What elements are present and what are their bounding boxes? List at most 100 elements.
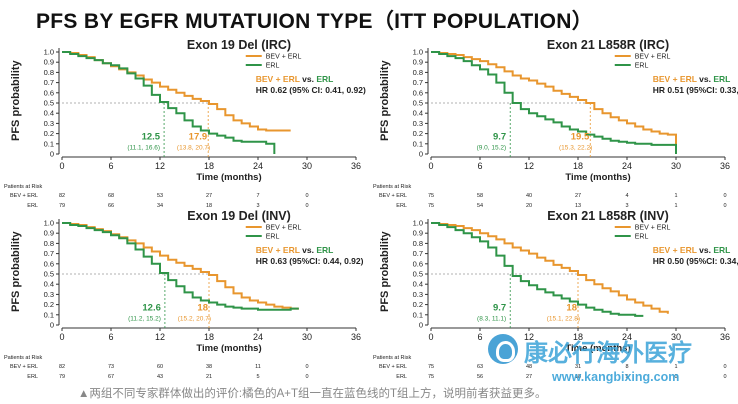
y-tick-label: 0.7 <box>413 78 423 87</box>
legend-label: BEV + ERL <box>635 225 671 232</box>
y-tick-label: 0.5 <box>44 270 54 279</box>
median-erl-value: 12.5 <box>142 132 161 143</box>
x-tick-label: 12 <box>155 332 165 342</box>
risk-value: 79 <box>59 203 65 209</box>
x-tick-label: 12 <box>155 161 165 171</box>
bev-erl-curve <box>431 222 669 314</box>
y-tick-label: 0 <box>419 150 423 159</box>
median-bev-value: 18 <box>566 303 577 314</box>
x-tick-label: 30 <box>302 161 312 171</box>
x-tick-label: 24 <box>253 332 263 342</box>
risk-value: 75 <box>428 203 434 209</box>
y-tick-label: 0.3 <box>413 290 423 299</box>
watermark-url: www.kangbixing.com <box>552 370 680 384</box>
y-tick-label: 1.0 <box>44 48 54 57</box>
risk-value: 75 <box>428 374 434 380</box>
risk-value: 27 <box>575 193 581 199</box>
risk-value: 20 <box>526 203 532 209</box>
km-chart-svg: 00.10.20.30.40.50.60.70.80.91.00 6 12 18 24 3… <box>373 48 730 210</box>
x-tick-label: 6 <box>108 161 113 171</box>
y-tick-label: 0.1 <box>44 139 54 148</box>
y-tick-label: 0.4 <box>44 109 54 118</box>
risk-value: 7 <box>256 193 259 199</box>
hazard-ratio: HR 0.63 (95%CI: 0.44, 0.92) <box>255 256 364 266</box>
y-tick-label: 0.2 <box>44 129 54 138</box>
risk-value: 0 <box>723 374 726 380</box>
y-tick-label: 0.3 <box>44 290 54 299</box>
y-tick-label: 1.0 <box>413 219 423 228</box>
panel-title: Exon 21 L858R (IRC) <box>546 38 670 52</box>
x-axis-label: Time (months) <box>196 172 261 183</box>
watermark-logo-icon <box>488 334 518 364</box>
x-axis-label: Time (months) <box>196 343 261 354</box>
x-tick-label: 18 <box>573 161 583 171</box>
risk-value: 75 <box>428 193 434 199</box>
erl-curve <box>431 222 644 317</box>
hazard-ratio: HR 0.50 (95%CI: 0.34, 0.74) <box>652 256 738 266</box>
risk-value: 67 <box>108 374 114 380</box>
panel-title: Exon 21 L858R (INV) <box>547 209 669 223</box>
median-erl-value: 12.6 <box>142 303 161 314</box>
risk-value: 0 <box>723 203 726 209</box>
comparison-label: BEV + ERL vs. ERL <box>652 245 731 255</box>
x-tick-label: 30 <box>302 332 312 342</box>
risk-row-label: ERL <box>396 374 407 380</box>
y-tick-label: 0 <box>50 150 54 159</box>
figure-title: PFS BY EGFR MUTATUION TYPE（ITT POPULATIO… <box>36 10 594 33</box>
x-tick-label: 6 <box>477 332 482 342</box>
risk-row-label: ERL <box>27 203 38 209</box>
comparison-label: BEV + ERL vs. ERL <box>255 74 334 84</box>
risk-value: 73 <box>108 364 114 370</box>
km-panel-exon19-inv: 0 0.1 0.2 0.3 0.4 0.5 0.6 0.7 0.8 0.9 1.0 0 6 12 18 24 3… <box>0 205 369 385</box>
y-tick-label: 0.6 <box>413 259 423 268</box>
y-tick-label: 0.9 <box>44 229 54 238</box>
y-tick-label: 0.6 <box>44 259 54 268</box>
median-erl-ci: (11.1, 16.6) <box>127 145 160 152</box>
x-tick-label: 24 <box>253 161 263 171</box>
y-tick-label: 0.2 <box>413 129 423 138</box>
erl-curve <box>62 222 299 311</box>
y-tick-label: 1.0 <box>413 48 423 57</box>
risk-value: 53 <box>157 193 163 199</box>
km-panel-exon21-inv: 0 0.1 0.2 0.3 0.4 0.5 0.6 0.7 0.8 0.9 1.0 0 6 12 18 24 3… <box>369 205 738 385</box>
y-tick-label: 0.8 <box>413 239 423 248</box>
y-axis-label: PFS probability <box>10 231 22 312</box>
y-tick-label: 0.5 <box>413 270 423 279</box>
erl-curve <box>62 51 276 154</box>
median-bev-ci: (13.8, 20.7) <box>177 145 210 152</box>
panel-title: Exon 19 Del (IRC) <box>186 38 292 52</box>
median-bev-value: 17.9 <box>189 132 208 143</box>
legend-label: BEV + ERL <box>266 54 302 61</box>
y-tick-label: 1.0 <box>44 219 54 228</box>
risk-value: 5 <box>625 374 628 380</box>
figure-caption: ▲两组不同专家群体做出的评价:橘色的A+T组一直在蓝色线的T组上方，说明前者获益… <box>78 388 547 400</box>
y-tick-label: 0.1 <box>44 310 54 319</box>
median-erl-value: 9.7 <box>493 132 506 143</box>
y-tick-label: 0.1 <box>413 310 423 319</box>
y-tick-label: 0.8 <box>413 68 423 77</box>
x-tick-label: 30 <box>671 161 681 171</box>
risk-value: 58 <box>477 193 483 199</box>
y-tick-label: 0.5 <box>44 99 54 108</box>
x-tick-label: 18 <box>204 161 214 171</box>
km-chart-svg: 00.10.20.30.40.50.60.70.80.91.00 6 12 18 24 3… <box>373 219 730 381</box>
hazard-ratio: HR 0.62 (95% CI: 0.41, 0.92) <box>255 85 366 95</box>
risk-value: 38 <box>206 364 212 370</box>
y-tick-label: 0.2 <box>413 300 423 309</box>
x-tick-label: 36 <box>351 161 361 171</box>
km-panel-exon19-irc: 0 0.1 0.2 0.3 0.4 0.5 0.6 0.7 0.8 0.9 1.0 0 6 12 18 24 3… <box>0 34 369 214</box>
km-chart-svg: 00.10.20.30.40.50.60.70.80.91.00 6 12 18 24 3… <box>4 48 361 210</box>
x-tick-label: 18 <box>573 332 583 342</box>
y-axis-label: PFS probability <box>379 231 391 312</box>
erl-curve <box>431 51 677 154</box>
x-tick-label: 18 <box>204 332 214 342</box>
y-tick-label: 0.9 <box>44 58 54 67</box>
risk-value: 18 <box>206 203 212 209</box>
median-erl-ci: (11.2, 15.2) <box>128 316 161 323</box>
risk-value: 8 <box>625 364 628 370</box>
median-erl-ci: (9.0, 15.2) <box>477 145 507 152</box>
risk-value: 43 <box>157 374 163 380</box>
median-bev-ci: (15.2, 20.7) <box>178 316 211 323</box>
risk-value: 60 <box>157 364 163 370</box>
y-axis-label: PFS probability <box>379 60 391 141</box>
